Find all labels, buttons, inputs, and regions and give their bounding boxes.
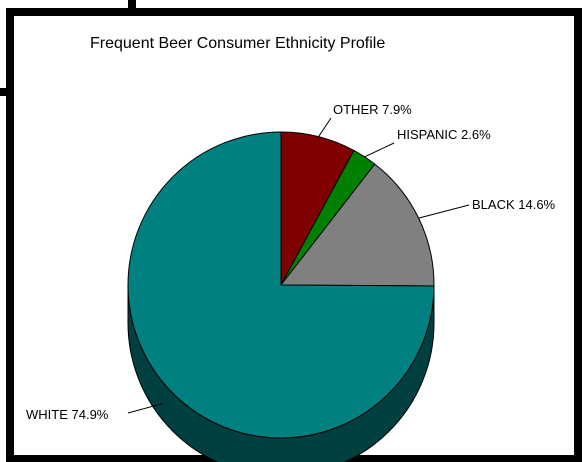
frame-border-left bbox=[6, 8, 14, 462]
chart-title: Frequent Beer Consumer Ethnicity Profile bbox=[90, 35, 385, 52]
frame-tab-top-left bbox=[128, 0, 136, 16]
pie-top bbox=[127, 131, 435, 439]
slice-labels: OTHER 7.9% HISPANIC 2.6% BLACK 14.6% WHITE … bbox=[26, 102, 556, 422]
frame-border-right bbox=[574, 8, 582, 462]
slice-label-white: WHITE 74.9% bbox=[26, 407, 109, 422]
slice-label-hispanic: HISPANIC 2.6% bbox=[397, 127, 491, 142]
leader-line-white bbox=[127, 402, 164, 414]
leader-line-black bbox=[418, 204, 470, 219]
leader-line-other bbox=[318, 117, 332, 137]
leader-lines bbox=[127, 117, 470, 414]
frame-tab-left bbox=[0, 88, 14, 96]
slice-label-other: OTHER 7.9% bbox=[333, 102, 412, 117]
frame-border-top bbox=[10, 8, 582, 16]
pie-slice-white bbox=[127, 131, 435, 439]
slice-label-black: BLACK 14.6% bbox=[472, 197, 556, 212]
leader-line-hispanic bbox=[364, 142, 395, 158]
